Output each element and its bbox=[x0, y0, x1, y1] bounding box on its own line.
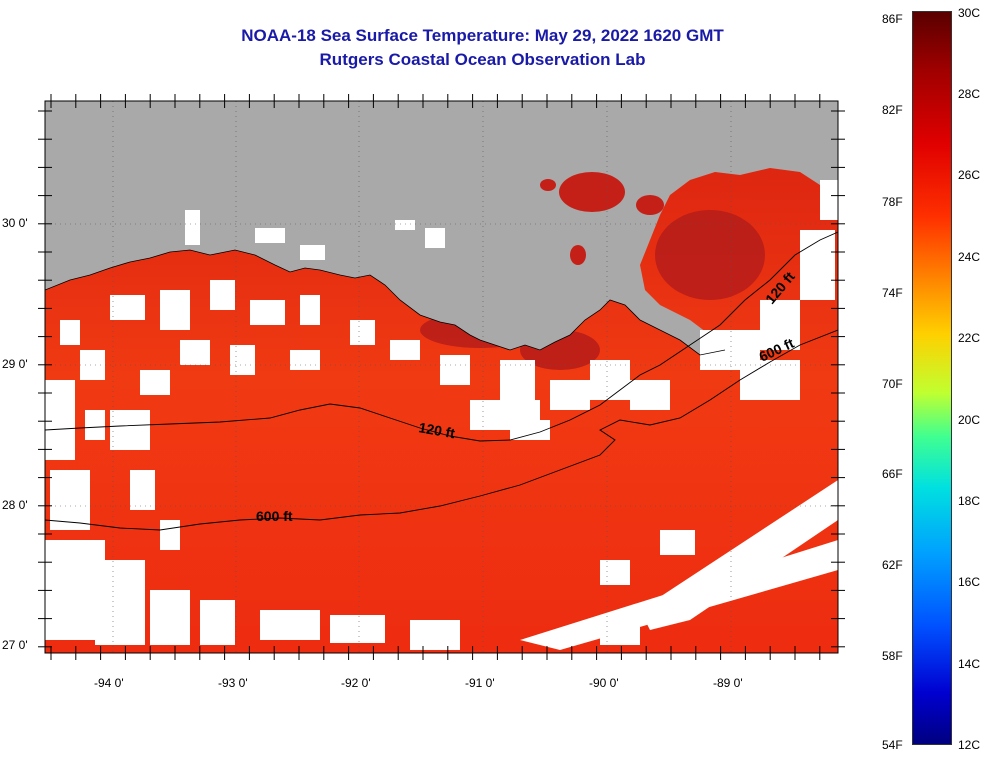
temperature-colorbar bbox=[912, 11, 952, 745]
colorbar-c-label: 18C bbox=[958, 494, 981, 508]
axis-ticks bbox=[38, 94, 845, 660]
colorbar-c-label: 24C bbox=[958, 250, 981, 264]
colorbar-f-label: 82F bbox=[882, 103, 903, 117]
colorbar-f-label: 78F bbox=[882, 195, 903, 209]
colorbar-c-label: 16C bbox=[958, 575, 981, 589]
cloud-cover bbox=[45, 180, 838, 650]
contour-label: 120 ft bbox=[417, 419, 456, 441]
graticule bbox=[45, 101, 838, 653]
colorbar-c-label: 28C bbox=[958, 87, 981, 101]
colorbar-c-label: 20C bbox=[958, 413, 981, 427]
colorbar-c-label: 30C bbox=[958, 6, 981, 20]
inland-water-patches bbox=[540, 172, 664, 265]
lat-label: 30 0' bbox=[2, 216, 28, 230]
contour-label: 600 ft bbox=[256, 508, 293, 524]
lon-label: -93 0' bbox=[218, 676, 248, 690]
map-subtitle: Rutgers Coastal Ocean Observation Lab bbox=[319, 50, 646, 69]
colorbar-f-label: 58F bbox=[882, 649, 903, 663]
contour-600ft bbox=[45, 329, 838, 531]
colorbar-f-label: 86F bbox=[882, 12, 903, 26]
colorbar-f-label: 66F bbox=[882, 467, 903, 481]
coastline bbox=[45, 249, 726, 356]
colorbar-c-label: 12C bbox=[958, 738, 981, 752]
lat-label: 27 0' bbox=[2, 638, 28, 652]
colorbar-c-label: 14C bbox=[958, 657, 981, 671]
lon-label: -89 0' bbox=[713, 676, 743, 690]
lat-label: 29 0' bbox=[2, 357, 28, 371]
lon-label: -91 0' bbox=[465, 676, 495, 690]
lon-label: -90 0' bbox=[589, 676, 619, 690]
map-frame bbox=[44, 100, 839, 654]
colorbar-f-label: 74F bbox=[882, 286, 903, 300]
colorbar-f-label: 70F bbox=[882, 377, 903, 391]
lon-label: -92 0' bbox=[341, 676, 371, 690]
map-title: NOAA-18 Sea Surface Temperature: May 29,… bbox=[241, 26, 724, 45]
colorbar-c-label: 26C bbox=[958, 168, 981, 182]
lat-label: 28 0' bbox=[2, 498, 28, 512]
contour-120ft bbox=[45, 231, 838, 442]
lon-label: -94 0' bbox=[94, 676, 124, 690]
colorbar-c-label: 22C bbox=[958, 331, 981, 345]
colorbar-f-label: 54F bbox=[882, 738, 903, 752]
colorbar-f-label: 62F bbox=[882, 558, 903, 572]
